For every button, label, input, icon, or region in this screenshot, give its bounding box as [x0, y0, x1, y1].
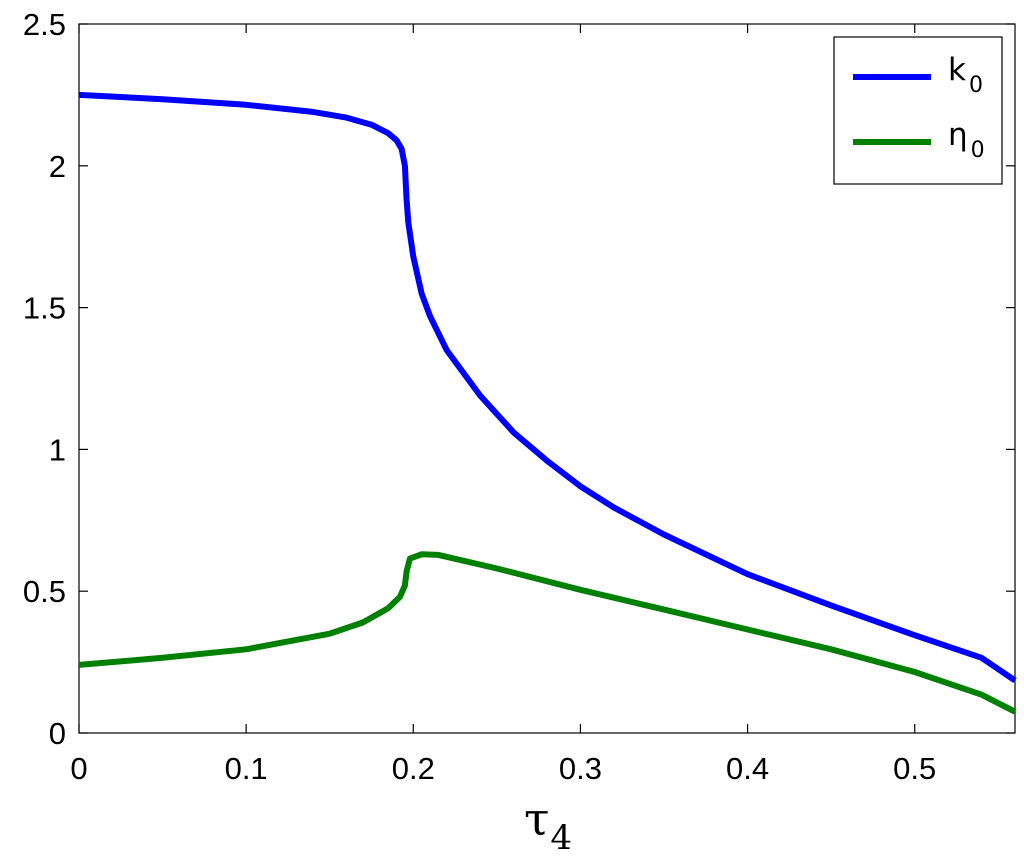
y-tick-label: 2.5	[23, 7, 66, 42]
y-tick-label: 0.5	[23, 574, 66, 609]
y-tick-label: 1	[49, 432, 66, 467]
x-tick-label: 0	[70, 751, 87, 786]
y-tick-label: 1.5	[23, 291, 66, 326]
x-tick-label: 0.3	[559, 751, 602, 786]
legend-label-subscript: 0	[969, 73, 983, 98]
x-tick-label: 0.5	[893, 751, 936, 786]
legend-label-subscript: 0	[971, 138, 985, 163]
x-tick-label: 0.4	[726, 751, 769, 786]
legend-label-main: η	[948, 117, 968, 153]
x-axis-label: τ4	[524, 792, 572, 858]
series-line-1	[78, 91, 1017, 683]
x-axis-label-main: τ	[524, 792, 549, 846]
y-tick-label: 0	[49, 716, 66, 751]
series-line-2	[78, 551, 1017, 715]
legend-box	[833, 36, 1003, 185]
ticks-layer: 0 0.1 0.2 0.3 0.4 0.5 0 0.5 1 1.5 2 2.5	[23, 7, 1015, 786]
y-tick-label: 2	[49, 149, 66, 184]
series-layer	[78, 91, 1017, 715]
x-axis-label-subscript: 4	[550, 818, 572, 858]
legend: k 0η 0	[833, 36, 1003, 185]
legend-label-main: k	[948, 52, 966, 88]
x-tick-label: 0.2	[392, 751, 435, 786]
x-tick-label: 0.1	[225, 751, 268, 786]
